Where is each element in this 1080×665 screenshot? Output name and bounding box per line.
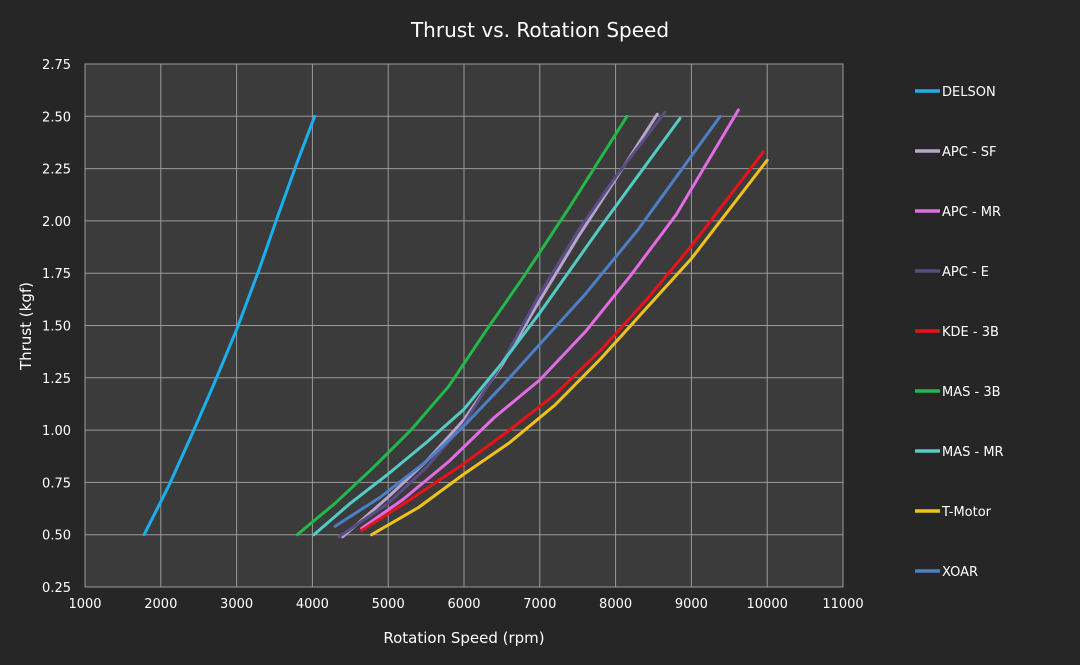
x-tick-label: 8000 — [599, 597, 632, 612]
y-tick-label: 2.00 — [42, 215, 71, 230]
legend-label-t-motor: T-Motor — [941, 505, 992, 520]
series-line-kde-3b — [360, 150, 765, 532]
grid — [84, 63, 844, 588]
y-tick-label: 1.75 — [42, 267, 71, 282]
x-tick-label: 6000 — [447, 597, 480, 612]
x-tick-label: 5000 — [372, 597, 405, 612]
series-line-mas-3b — [295, 114, 629, 537]
series-lines — [142, 108, 769, 539]
legend-label-apc-mr: APC - MR — [942, 205, 1001, 220]
x-tick-labels: 1000 2000 3000 4000 5000 6000 7000 8000 9000 1000… — [68, 597, 863, 612]
x-axis-title: Rotation Speed (rpm) — [383, 629, 544, 647]
x-tick-label: 2000 — [144, 597, 177, 612]
legend-label-apc-e: APC - E — [942, 265, 989, 280]
y-tick-label: 2.25 — [42, 163, 71, 178]
legend-label-delson: DELSON — [942, 85, 996, 100]
x-tick-label: 11000 — [822, 597, 863, 612]
chart-title: Thrust vs. Rotation Speed — [410, 18, 669, 42]
legend-label-kde-3b: KDE - 3B — [942, 325, 999, 340]
legend-label-apc-sf: APC - SF — [942, 145, 997, 160]
x-tick-label: 9000 — [675, 597, 708, 612]
series-line-delson — [142, 114, 317, 537]
legend-label-xoar: XOAR — [942, 565, 978, 580]
y-tick-label: 1.50 — [42, 320, 71, 335]
y-tick-label: 1.25 — [42, 372, 71, 387]
series-line-mas-mr — [312, 116, 682, 537]
y-tick-label: 0.50 — [42, 529, 71, 544]
y-tick-label: 0.75 — [42, 476, 71, 491]
x-tick-label: 3000 — [220, 597, 253, 612]
x-tick-label: 10000 — [747, 597, 788, 612]
legend-label-mas-mr: MAS - MR — [942, 445, 1004, 460]
y-tick-label: 2.75 — [42, 58, 71, 73]
y-tick-labels: 0.25 0.50 0.75 1.00 1.25 1.50 1.75 2.00 2.25 2.50… — [42, 58, 71, 596]
legend: DELSON APC - SF APC - MR APC - E KDE - 3B MAS… — [915, 85, 1004, 580]
series-line-t-motor — [370, 158, 769, 537]
x-tick-label: 7000 — [523, 597, 556, 612]
y-tick-label: 2.50 — [42, 110, 71, 125]
y-tick-label: 1.00 — [42, 424, 71, 439]
legend-label-mas-3b: MAS - 3B — [942, 385, 1001, 400]
y-axis-title: Thrust (kgf) — [17, 282, 35, 371]
y-tick-label: 0.25 — [42, 581, 71, 596]
series-line-apc-mr — [360, 108, 740, 530]
series-line-xoar — [333, 114, 722, 528]
x-tick-label: 1000 — [68, 597, 101, 612]
x-tick-label: 4000 — [296, 597, 329, 612]
